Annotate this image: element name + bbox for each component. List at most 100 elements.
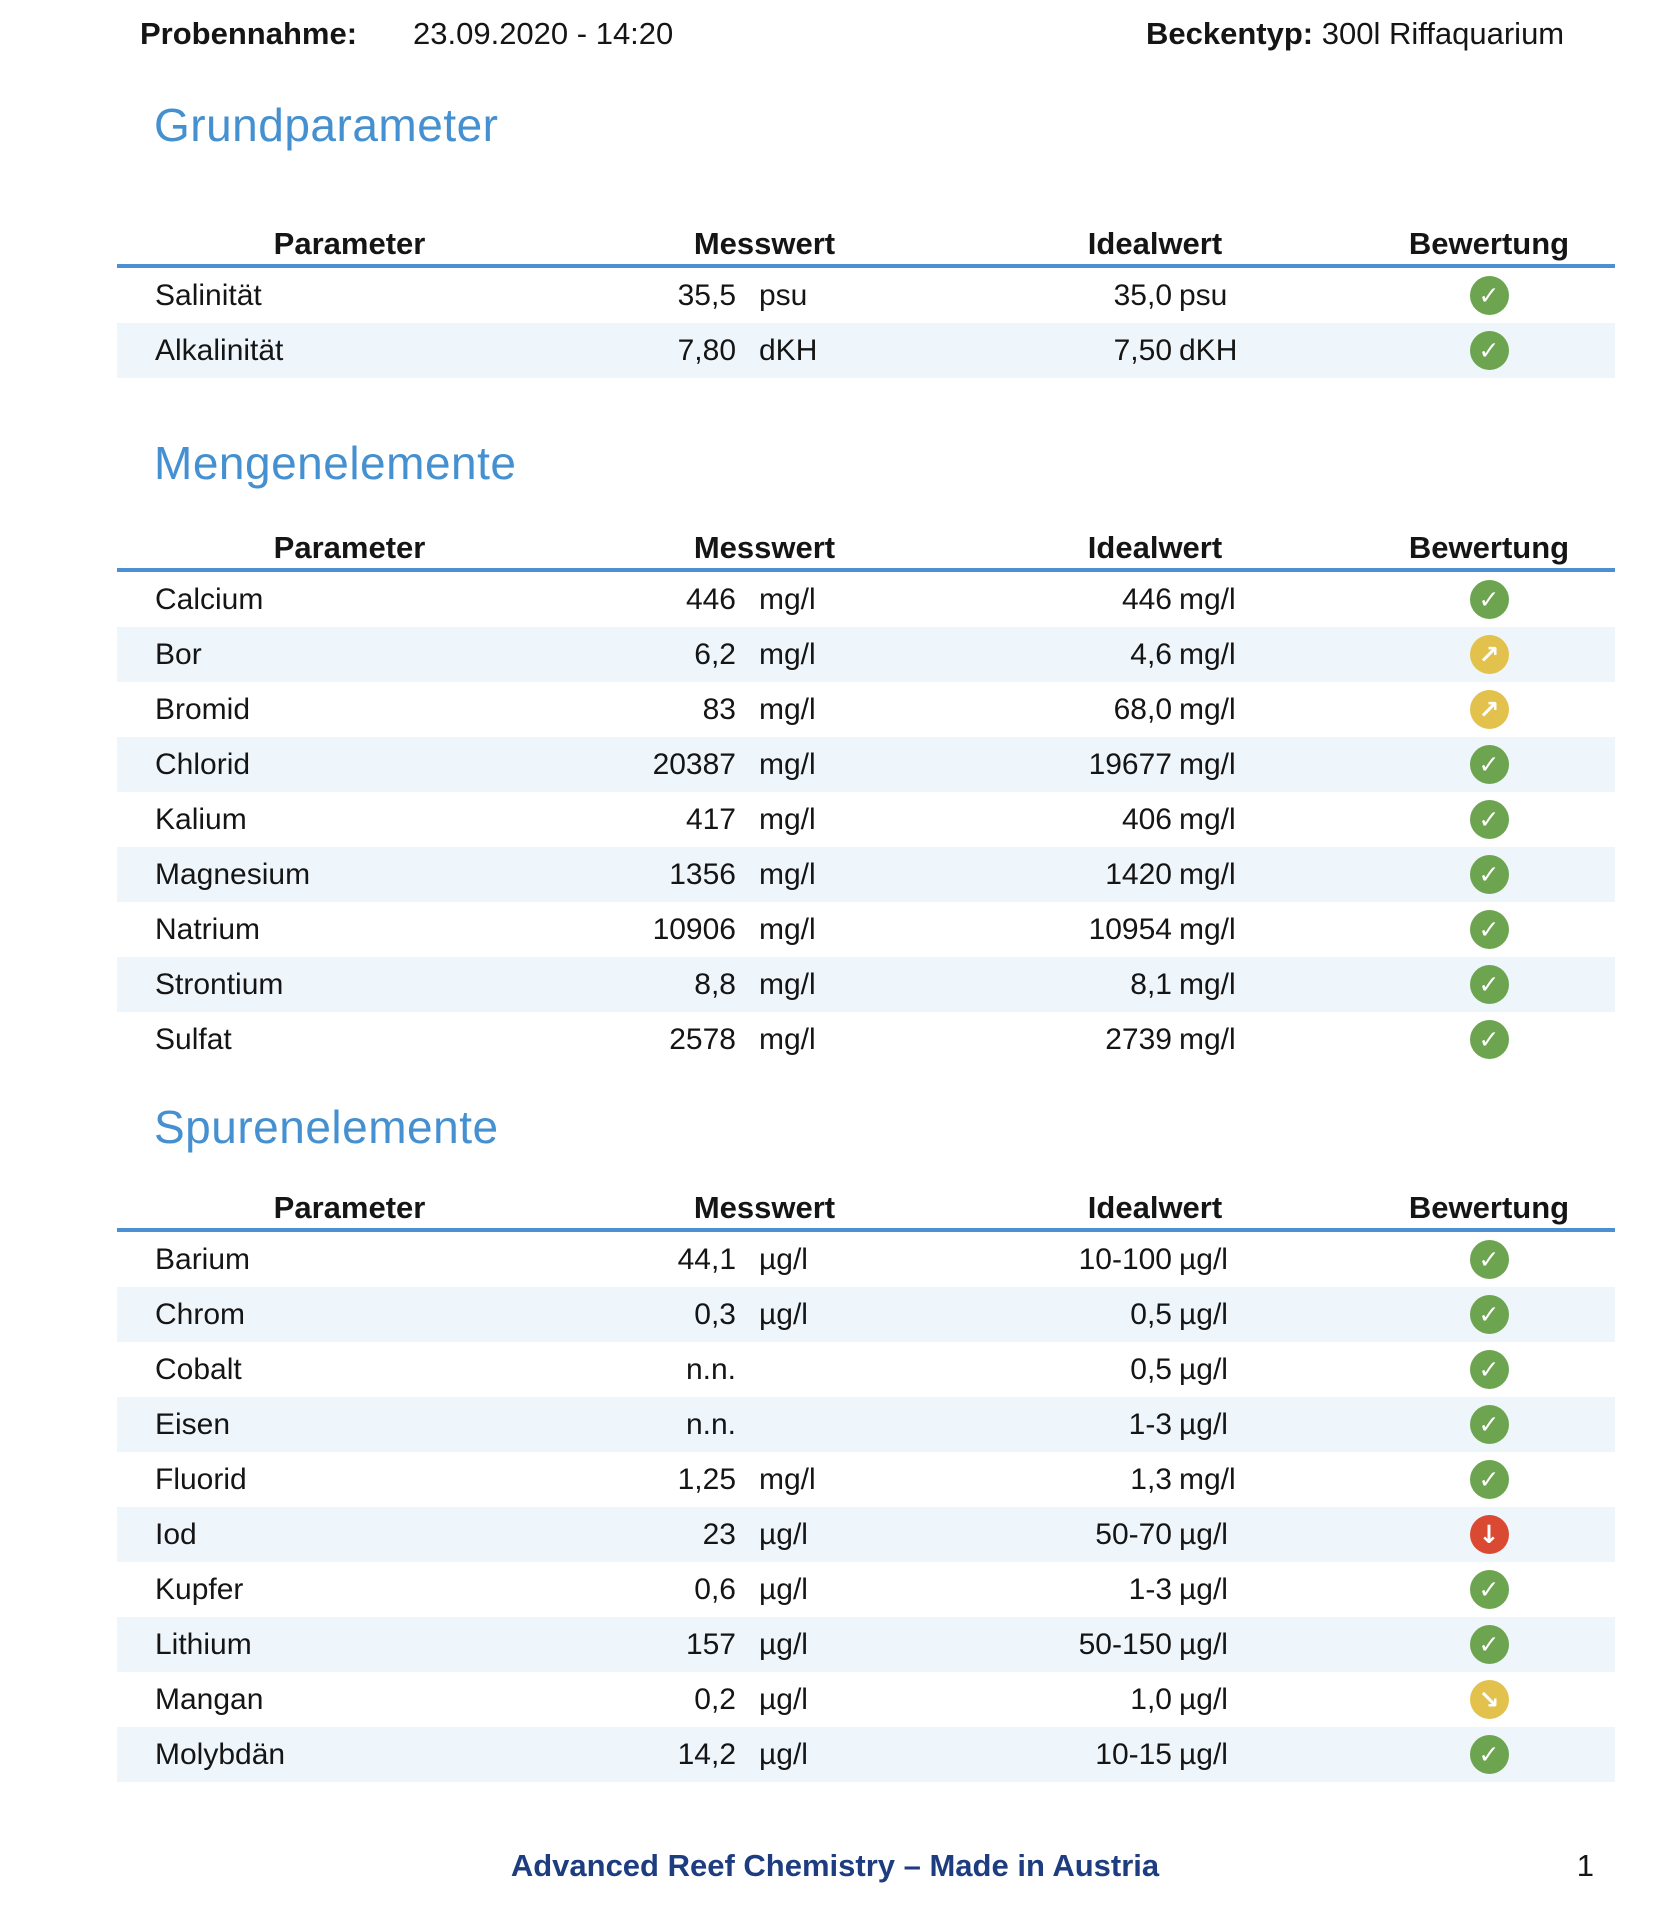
column-header-idealwert: Idealwert bbox=[1087, 226, 1223, 261]
check-circle-icon: ✓ bbox=[1469, 745, 1509, 784]
footer-brand: Advanced Reef Chemistry – Made in Austri… bbox=[510, 1848, 1160, 1883]
idealwert-value: 1420 bbox=[1105, 857, 1172, 891]
messwert-unit: µg/l bbox=[759, 1242, 808, 1276]
bewertung-cell: ✓ bbox=[1363, 1405, 1615, 1444]
table-body: Salinität 35,5 psu 35,0 psu ✓ Alkalinität 7,80 d… bbox=[117, 268, 1615, 378]
messwert-unit: mg/l bbox=[759, 1462, 816, 1496]
idealwert-unit: µg/l bbox=[1179, 1407, 1228, 1441]
bewertung-cell: ✓ bbox=[1363, 1350, 1615, 1389]
messwert-value: 20387 bbox=[652, 747, 736, 781]
parameter-name: Chrom bbox=[155, 1297, 246, 1331]
table-row: Calcium 446 mg/l 446 mg/l ✓ bbox=[117, 572, 1615, 627]
table-row: Strontium 8,8 mg/l 8,1 mg/l ✓ bbox=[117, 957, 1615, 1012]
idealwert-unit: mg/l bbox=[1179, 692, 1236, 726]
bewertung-cell: ✓ bbox=[1363, 1735, 1615, 1774]
column-header-messwert: Messwert bbox=[693, 530, 836, 565]
messwert-unit: mg/l bbox=[759, 747, 816, 781]
idealwert-unit: mg/l bbox=[1179, 637, 1236, 671]
idealwert-unit: µg/l bbox=[1179, 1682, 1228, 1716]
column-header-idealwert: Idealwert bbox=[1087, 530, 1223, 565]
check-circle-icon: ✓ bbox=[1469, 1735, 1509, 1774]
idealwert-value: 1,3 bbox=[1130, 1462, 1172, 1496]
table-row: Barium 44,1 µg/l 10-100 µg/l ✓ bbox=[117, 1232, 1615, 1287]
column-header-bewertung: Bewertung bbox=[1408, 1190, 1570, 1225]
messwert-value: 8,8 bbox=[694, 967, 736, 1001]
table-header: Parameter Messwert Idealwert Bewertung bbox=[117, 530, 1615, 572]
table-grundparameter: Parameter Messwert Idealwert Bewertung S… bbox=[117, 226, 1615, 378]
parameter-name: Sulfat bbox=[155, 1022, 232, 1056]
messwert-unit: µg/l bbox=[759, 1572, 808, 1606]
messwert-unit: mg/l bbox=[759, 802, 816, 836]
check-circle-icon: ✓ bbox=[1469, 1295, 1509, 1334]
table-mengenelemente: Parameter Messwert Idealwert Bewertung C… bbox=[117, 530, 1615, 1067]
parameter-name: Chlorid bbox=[155, 747, 251, 781]
column-header-parameter: Parameter bbox=[273, 226, 426, 261]
page-number: 1 bbox=[1576, 1848, 1594, 1883]
check-circle-icon: ✓ bbox=[1469, 1570, 1509, 1609]
messwert-unit: psu bbox=[759, 278, 808, 312]
parameter-name: Strontium bbox=[155, 967, 284, 1001]
idealwert-value: 35,0 bbox=[1113, 278, 1172, 312]
table-row: Molybdän 14,2 µg/l 10-15 µg/l ✓ bbox=[117, 1727, 1615, 1782]
idealwert-value: 2739 bbox=[1105, 1022, 1172, 1056]
idealwert-value: 1-3 bbox=[1128, 1572, 1172, 1606]
column-header-bewertung: Bewertung bbox=[1408, 530, 1570, 565]
messwert-value: 157 bbox=[685, 1627, 736, 1661]
probennahme-value: 23.09.2020 - 14:20 bbox=[413, 16, 674, 51]
bewertung-cell: ✓ bbox=[1363, 1295, 1615, 1334]
parameter-name: Salinität bbox=[155, 278, 262, 312]
messwert-unit: mg/l bbox=[759, 637, 816, 671]
messwert-unit: mg/l bbox=[759, 582, 816, 616]
messwert-value: 1,25 bbox=[677, 1462, 736, 1496]
bewertung-cell: ✓ bbox=[1363, 1240, 1615, 1279]
idealwert-value: 50-70 bbox=[1095, 1517, 1172, 1551]
idealwert-unit: µg/l bbox=[1179, 1627, 1228, 1661]
bewertung-cell: ✓ bbox=[1363, 580, 1615, 619]
idealwert-value: 8,1 bbox=[1130, 967, 1172, 1001]
messwert-unit: mg/l bbox=[759, 912, 816, 946]
messwert-unit: mg/l bbox=[759, 1022, 816, 1056]
column-header-parameter: Parameter bbox=[273, 530, 426, 565]
messwert-unit: µg/l bbox=[759, 1517, 808, 1551]
check-circle-icon: ✓ bbox=[1469, 1405, 1509, 1444]
parameter-name: Magnesium bbox=[155, 857, 311, 891]
parameter-name: Molybdän bbox=[155, 1737, 286, 1771]
messwert-value: 2578 bbox=[669, 1022, 736, 1056]
table-row: Chlorid 20387 mg/l 19677 mg/l ✓ bbox=[117, 737, 1615, 792]
idealwert-value: 406 bbox=[1121, 802, 1172, 836]
probennahme-label: Probennahme: bbox=[140, 16, 358, 51]
check-circle-icon: ✓ bbox=[1469, 800, 1509, 839]
messwert-value: 0,3 bbox=[694, 1297, 736, 1331]
table-row: Eisen n.n. 1-3 µg/l ✓ bbox=[117, 1397, 1615, 1452]
table-row: Salinität 35,5 psu 35,0 psu ✓ bbox=[117, 268, 1615, 323]
messwert-value: 6,2 bbox=[694, 637, 736, 671]
table-row: Sulfat 2578 mg/l 2739 mg/l ✓ bbox=[117, 1012, 1615, 1067]
table-row: Chrom 0,3 µg/l 0,5 µg/l ✓ bbox=[117, 1287, 1615, 1342]
parameter-name: Barium bbox=[155, 1242, 251, 1276]
check-circle-icon: ✓ bbox=[1469, 910, 1509, 949]
parameter-name: Alkalinität bbox=[155, 333, 284, 367]
messwert-value: 44,1 bbox=[677, 1242, 736, 1276]
idealwert-value: 10954 bbox=[1088, 912, 1172, 946]
parameter-name: Natrium bbox=[155, 912, 261, 946]
idealwert-unit: mg/l bbox=[1179, 1462, 1236, 1496]
idealwert-unit: mg/l bbox=[1179, 912, 1236, 946]
messwert-value: 83 bbox=[702, 692, 736, 726]
messwert-value: 23 bbox=[702, 1517, 736, 1551]
table-body: Calcium 446 mg/l 446 mg/l ✓ Bor 6,2 mg/l 4,6 mg/l ↗… bbox=[117, 572, 1615, 1067]
messwert-value: n.n. bbox=[685, 1407, 736, 1441]
idealwert-value: 0,5 bbox=[1130, 1352, 1172, 1386]
bewertung-cell: ✓ bbox=[1363, 855, 1615, 894]
idealwert-unit: µg/l bbox=[1179, 1517, 1228, 1551]
table-row: Bromid 83 mg/l 68,0 mg/l ↗ bbox=[117, 682, 1615, 737]
messwert-value: 0,6 bbox=[694, 1572, 736, 1606]
table-row: Magnesium 1356 mg/l 1420 mg/l ✓ bbox=[117, 847, 1615, 902]
section-title-mengenelemente: Mengenelemente bbox=[154, 437, 517, 489]
idealwert-unit: mg/l bbox=[1179, 747, 1236, 781]
check-circle-icon: ✓ bbox=[1469, 855, 1509, 894]
tank-info: Beckentyp: 300l Riffaquarium bbox=[1146, 16, 1564, 52]
messwert-value: 0,2 bbox=[694, 1682, 736, 1716]
arrow-up-right-circle-icon: ↗ bbox=[1469, 635, 1509, 674]
messwert-unit: µg/l bbox=[759, 1297, 808, 1331]
table-header: Parameter Messwert Idealwert Bewertung bbox=[117, 1190, 1615, 1232]
